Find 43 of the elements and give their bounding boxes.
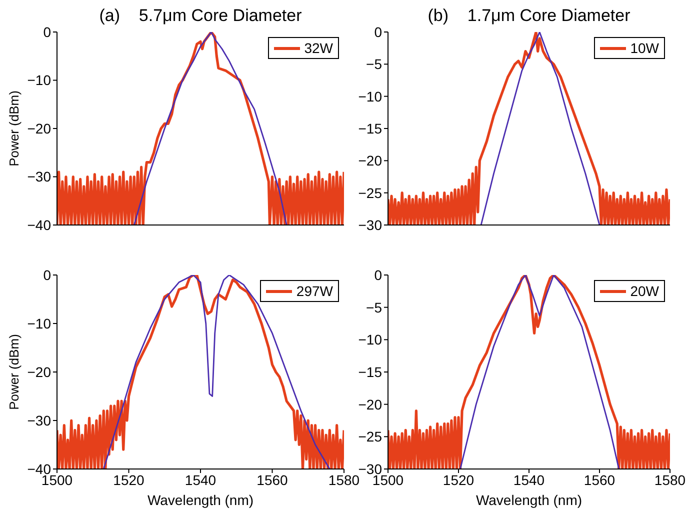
legend-label: 297W xyxy=(296,283,333,299)
y-tick-label: 0 xyxy=(374,24,382,40)
y-tick-label: −25 xyxy=(358,184,382,201)
y-tick-label: −10 xyxy=(358,88,382,104)
x-tick-label: 1540 xyxy=(184,472,216,488)
y-tick-label: −30 xyxy=(27,168,52,185)
x-axis-title: Wavelength (nm) xyxy=(476,492,582,508)
y-tick-label: −40 xyxy=(27,216,52,233)
chart-title: (b) 1.7μm Core Diameter xyxy=(426,6,632,26)
x-tick-label: 1520 xyxy=(113,472,145,488)
legend-label: 32W xyxy=(304,40,333,56)
y-tick-label: −30 xyxy=(27,412,52,428)
y-tick-label: 0 xyxy=(43,24,52,40)
chart-title: (a) 5.7μm Core Diameter xyxy=(98,6,303,26)
line-series xyxy=(480,32,600,225)
legend-label: 20W xyxy=(630,283,659,299)
y-axis-title: Power (dBm) xyxy=(6,334,22,410)
y-tick-label: −20 xyxy=(27,120,52,136)
y-tick-label: 0 xyxy=(43,266,52,283)
y-tick-label: −20 xyxy=(27,364,52,380)
x-tick-label: 1540 xyxy=(513,472,545,488)
line-series xyxy=(460,275,620,469)
x-tick-label: 1560 xyxy=(256,472,288,488)
legend-label: 10W xyxy=(630,40,659,56)
y-tick-label: −10 xyxy=(358,332,382,348)
y-tick-label: −15 xyxy=(358,120,382,136)
line-series xyxy=(133,32,288,225)
y-tick-label: −25 xyxy=(358,428,382,445)
y-axis-title: Power (dBm) xyxy=(6,90,22,166)
y-tick-label: 0 xyxy=(374,266,382,283)
x-axis-title: Wavelength (nm) xyxy=(147,492,254,508)
y-tick-label: −15 xyxy=(358,364,382,380)
y-tick-label: −30 xyxy=(358,216,382,233)
x-tick-label: 1520 xyxy=(442,472,474,488)
y-tick-label: −5 xyxy=(366,56,382,72)
x-tick-label: 1580 xyxy=(328,472,360,488)
y-tick-label: −10 xyxy=(27,72,52,88)
y-tick-label: −20 xyxy=(358,396,382,412)
x-tick-label: 1580 xyxy=(654,472,686,488)
y-tick-label: −20 xyxy=(358,152,382,169)
x-tick-label: 1560 xyxy=(584,472,616,488)
y-tick-label: −10 xyxy=(27,315,52,332)
y-tick-label: −5 xyxy=(366,299,382,316)
